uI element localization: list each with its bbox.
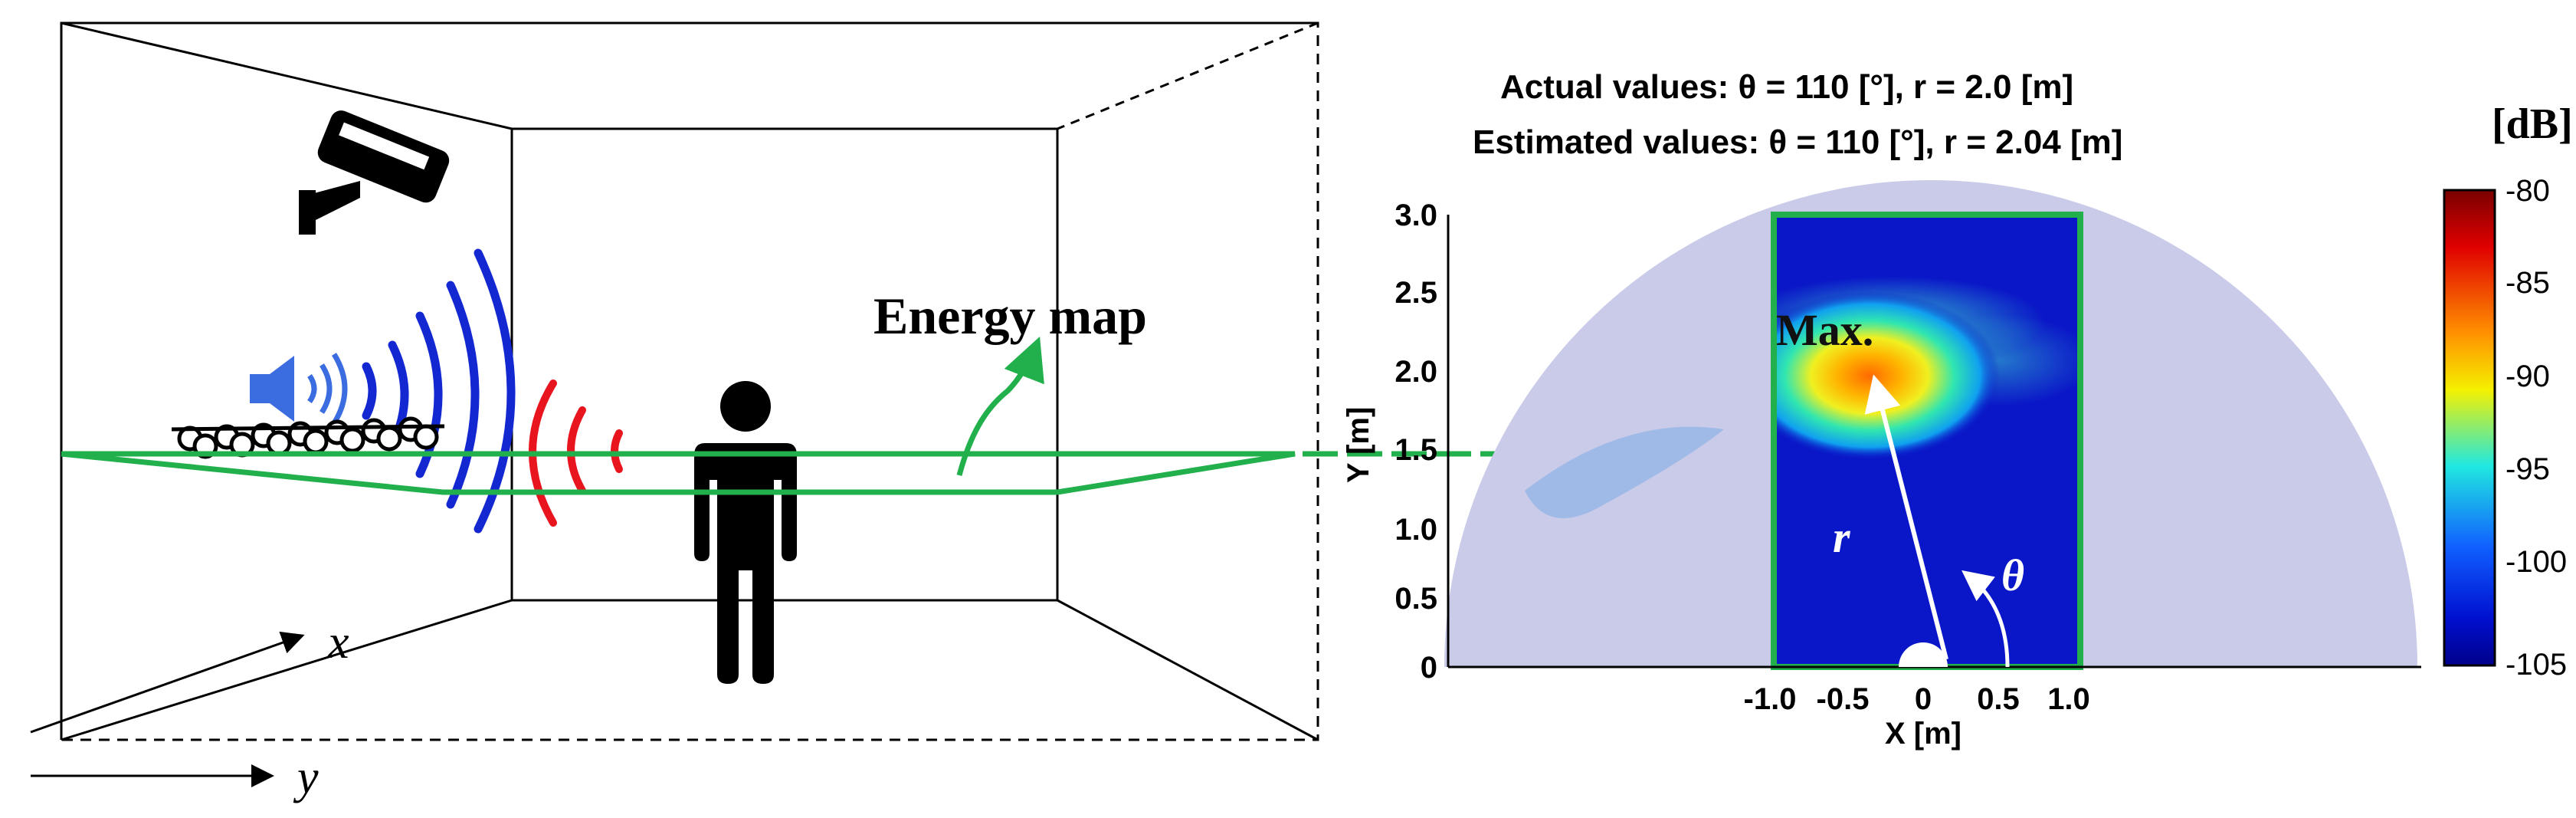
x-axis-arrow (30, 631, 305, 734)
side-lobe (1525, 426, 1724, 518)
theta-label: θ (2001, 550, 2024, 600)
y-axis-label: y (293, 751, 319, 803)
colorbar (2443, 189, 2496, 667)
person-icon (694, 381, 797, 684)
y-tick: 1.0 (1395, 513, 1437, 547)
origin-marker (1899, 642, 1948, 667)
colorbar-tick: -85 (2506, 266, 2550, 300)
x-tick-labels: -1.0 -0.5 0 0.5 1.0 (1744, 682, 2090, 716)
energy-field (1774, 215, 2080, 667)
speaker-icon (250, 353, 348, 425)
plot-title-line2: Estimated values: θ = 110 [°], r = 2.04 … (1473, 123, 2122, 161)
energy-map-plot: Actual values: θ = 110 [°], r = 2.0 [m] … (1342, 68, 2573, 751)
y-tick: 2.0 (1395, 355, 1437, 389)
y-tick: 2.5 (1395, 276, 1437, 310)
x-tick: 1.0 (2047, 682, 2090, 716)
room-corner-br (1057, 599, 1319, 741)
colorbar-tick: -100 (2506, 545, 2567, 579)
r-label: r (1833, 512, 1850, 562)
colorbar-tick: -95 (2506, 452, 2550, 486)
colorbar-tick: -105 (2506, 648, 2567, 682)
x-tick: 0.5 (1977, 682, 2020, 716)
room-axes (30, 631, 305, 787)
r-vector (1864, 374, 1948, 660)
plot-title-line1: Actual values: θ = 110 [°], r = 2.0 [m] (1500, 68, 2073, 106)
y-tick-labels: 0 0.5 1.0 1.5 2.0 2.5 3.0 (1395, 199, 1437, 685)
y-tick: 3.0 (1395, 199, 1437, 232)
microphone-array-icon (171, 416, 445, 459)
colorbar-tick: -80 (2506, 174, 2550, 208)
colorbar-ticks: -80 -85 -90 -95 -100 -105 (2506, 174, 2567, 682)
room-corner-tr (1057, 21, 1319, 130)
x-axis-title: X [m] (1885, 717, 1961, 751)
x-axis-label: x (327, 616, 349, 669)
camera-icon (299, 110, 450, 235)
colorbar-tick: -90 (2506, 360, 2550, 393)
y-tick: 0 (1421, 651, 1437, 685)
x-tick: -0.5 (1817, 682, 1870, 716)
y-tick: 0.5 (1395, 582, 1437, 616)
max-label: Max. (1776, 305, 1873, 355)
energy-map-label: Energy map (873, 287, 1147, 345)
y-axis-title: Y [m] (1342, 407, 1375, 483)
x-tick: -1.0 (1744, 682, 1797, 716)
room-corner-tl (61, 21, 513, 130)
energy-plane (61, 336, 1296, 495)
room-corner-bl (61, 599, 513, 741)
theta-arc (1961, 570, 2010, 668)
colorbar-unit: [dB] (2492, 100, 2573, 148)
x-tick: 0 (1915, 682, 1932, 716)
y-tick: 1.5 (1395, 433, 1437, 467)
room-diagram: x y Energy map (30, 21, 1319, 803)
